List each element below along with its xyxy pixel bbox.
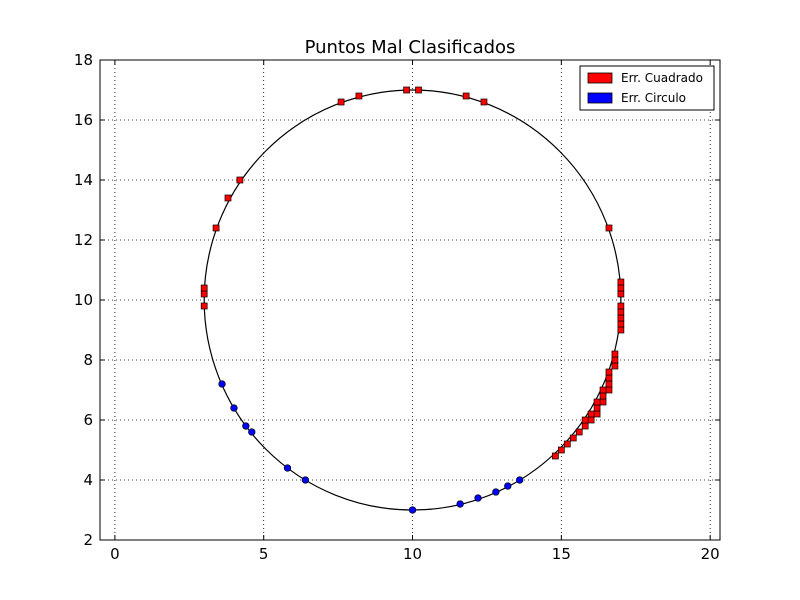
point-square-37 (581, 416, 589, 424)
y-tick-label-3: 8 (83, 351, 93, 369)
point-square-29 (599, 392, 607, 400)
point-square-19 (617, 284, 625, 292)
y-tick-label-0: 2 (83, 531, 93, 549)
point-square-3 (212, 224, 220, 232)
point-circle-6 (408, 506, 417, 514)
point-square-13 (617, 326, 625, 334)
point-circle-8 (474, 494, 482, 502)
point-square-23 (611, 350, 619, 358)
point-square-41 (558, 446, 565, 454)
x-tick-label-2: 10 (403, 545, 422, 563)
point-square-0 (200, 302, 208, 310)
legend-swatch-1 (587, 92, 613, 104)
point-square-7 (355, 92, 363, 100)
point-square-4 (224, 194, 232, 202)
point-square-30 (599, 386, 607, 394)
point-square-25 (605, 380, 613, 388)
point-square-42 (552, 452, 559, 460)
point-square-26 (605, 374, 613, 382)
point-circle-10 (504, 482, 512, 490)
point-square-11 (480, 98, 488, 106)
chart-title: Puntos Mal Clasificados (305, 37, 516, 58)
point-square-6 (337, 98, 345, 106)
x-tick-label-1: 5 (259, 545, 269, 563)
point-square-31 (593, 410, 601, 418)
y-tick-label-4: 10 (74, 291, 93, 309)
x-tick-label-0: 0 (110, 545, 120, 563)
point-square-5 (236, 176, 244, 184)
point-circle-5 (301, 476, 310, 484)
point-square-12 (605, 224, 613, 232)
point-square-8 (403, 86, 410, 94)
point-square-1 (200, 290, 208, 298)
point-square-22 (611, 356, 619, 364)
y-tick-label-2: 6 (83, 411, 93, 429)
legend-label-0: Err. Cuadrado (621, 71, 703, 85)
point-square-35 (587, 410, 595, 418)
point-square-24 (605, 386, 613, 394)
point-square-17 (617, 302, 625, 310)
point-square-16 (617, 308, 625, 316)
y-tick-label-5: 12 (74, 231, 93, 249)
point-square-21 (611, 362, 619, 370)
point-square-33 (593, 398, 601, 406)
point-square-28 (599, 398, 607, 406)
point-circle-3 (248, 428, 256, 436)
point-square-36 (581, 422, 589, 430)
point-square-32 (593, 404, 601, 412)
point-square-34 (587, 416, 595, 424)
point-square-2 (200, 284, 208, 292)
point-square-14 (617, 320, 625, 328)
point-circle-2 (242, 422, 250, 430)
point-circle-0 (218, 380, 226, 388)
point-square-9 (415, 86, 422, 94)
point-square-40 (563, 440, 571, 448)
point-square-38 (575, 428, 583, 436)
point-circle-7 (456, 500, 464, 508)
y-tick-label-8: 18 (74, 51, 93, 69)
point-circle-9 (492, 488, 500, 496)
legend: Err. Cuadrado Err. Circulo (579, 65, 715, 111)
y-tick-label-7: 16 (74, 111, 93, 129)
legend-label-1: Err. Circulo (621, 91, 686, 105)
point-square-27 (605, 368, 613, 376)
y-tick-label-6: 14 (74, 171, 93, 189)
y-tick-label-1: 4 (83, 471, 93, 489)
x-tick-label-3: 15 (552, 545, 571, 563)
legend-swatch-0 (587, 72, 613, 84)
point-circle-1 (230, 404, 238, 412)
point-square-10 (462, 92, 470, 100)
point-square-18 (617, 290, 625, 298)
point-circle-4 (283, 464, 292, 472)
point-square-39 (569, 434, 577, 442)
point-square-20 (617, 278, 625, 286)
point-square-15 (617, 314, 625, 322)
point-circle-11 (516, 476, 524, 484)
x-tick-label-4: 20 (701, 545, 720, 563)
